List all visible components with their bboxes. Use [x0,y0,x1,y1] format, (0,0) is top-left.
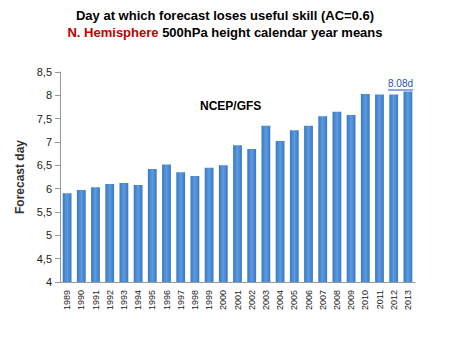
svg-text:1989: 1989 [62,290,72,310]
svg-text:2002: 2002 [247,290,257,310]
svg-text:1993: 1993 [119,290,129,310]
svg-text:2011: 2011 [375,290,385,309]
svg-text:1992: 1992 [105,290,115,310]
svg-text:1995: 1995 [147,290,157,310]
svg-text:1994: 1994 [133,290,143,310]
svg-text:1997: 1997 [176,290,186,310]
svg-text:6,5: 6,5 [37,159,52,171]
svg-text:5: 5 [46,229,52,241]
svg-text:2003: 2003 [261,290,271,310]
svg-text:5,5: 5,5 [37,206,52,218]
svg-text:2001: 2001 [233,290,243,310]
svg-text:4: 4 [46,276,52,288]
svg-text:1996: 1996 [162,290,172,310]
svg-text:N. Hemisphere: N. Hemisphere [67,25,158,40]
svg-text:Day at which forecast loses us: Day at which forecast loses useful skill… [76,8,374,23]
svg-text:8.08d: 8.08d [388,78,413,89]
svg-text:1990: 1990 [76,290,86,310]
svg-text:2013: 2013 [403,290,413,310]
svg-text:4,5: 4,5 [37,253,52,265]
svg-text:8,5: 8,5 [37,66,52,78]
svg-text:2007: 2007 [318,290,328,310]
svg-text:500hPa height calendar year me: 500hPa height calendar year means [162,25,382,40]
svg-text:1999: 1999 [204,290,214,310]
svg-text:2004: 2004 [275,290,285,310]
svg-text:1991: 1991 [91,290,101,310]
svg-text:1998: 1998 [190,290,200,310]
svg-text:6: 6 [46,183,52,195]
svg-text:2009: 2009 [346,290,356,310]
svg-text:7,5: 7,5 [37,113,52,125]
svg-text:2005: 2005 [289,290,299,310]
svg-text:2006: 2006 [304,290,314,310]
svg-text:2000: 2000 [218,290,228,310]
svg-text:2008: 2008 [332,290,342,310]
svg-text:2010: 2010 [360,290,370,310]
svg-text:Forecast day: Forecast day [13,140,27,214]
svg-text:2012: 2012 [389,290,399,310]
svg-text:NCEP/GFS: NCEP/GFS [200,99,261,113]
svg-text:7: 7 [46,136,52,148]
svg-text:8: 8 [46,89,52,101]
